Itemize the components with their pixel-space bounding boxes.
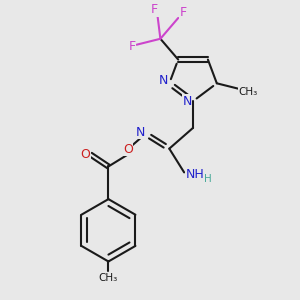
Text: O: O — [80, 148, 90, 161]
Text: F: F — [129, 40, 136, 53]
Text: N: N — [159, 74, 168, 87]
Text: F: F — [180, 6, 187, 19]
Text: N: N — [136, 126, 145, 139]
Text: NH: NH — [186, 168, 205, 181]
Text: N: N — [182, 94, 192, 108]
Text: CH₃: CH₃ — [99, 273, 118, 283]
Text: H: H — [204, 174, 212, 184]
Text: F: F — [151, 3, 158, 16]
Text: O: O — [123, 143, 133, 156]
Text: CH₃: CH₃ — [238, 87, 258, 97]
